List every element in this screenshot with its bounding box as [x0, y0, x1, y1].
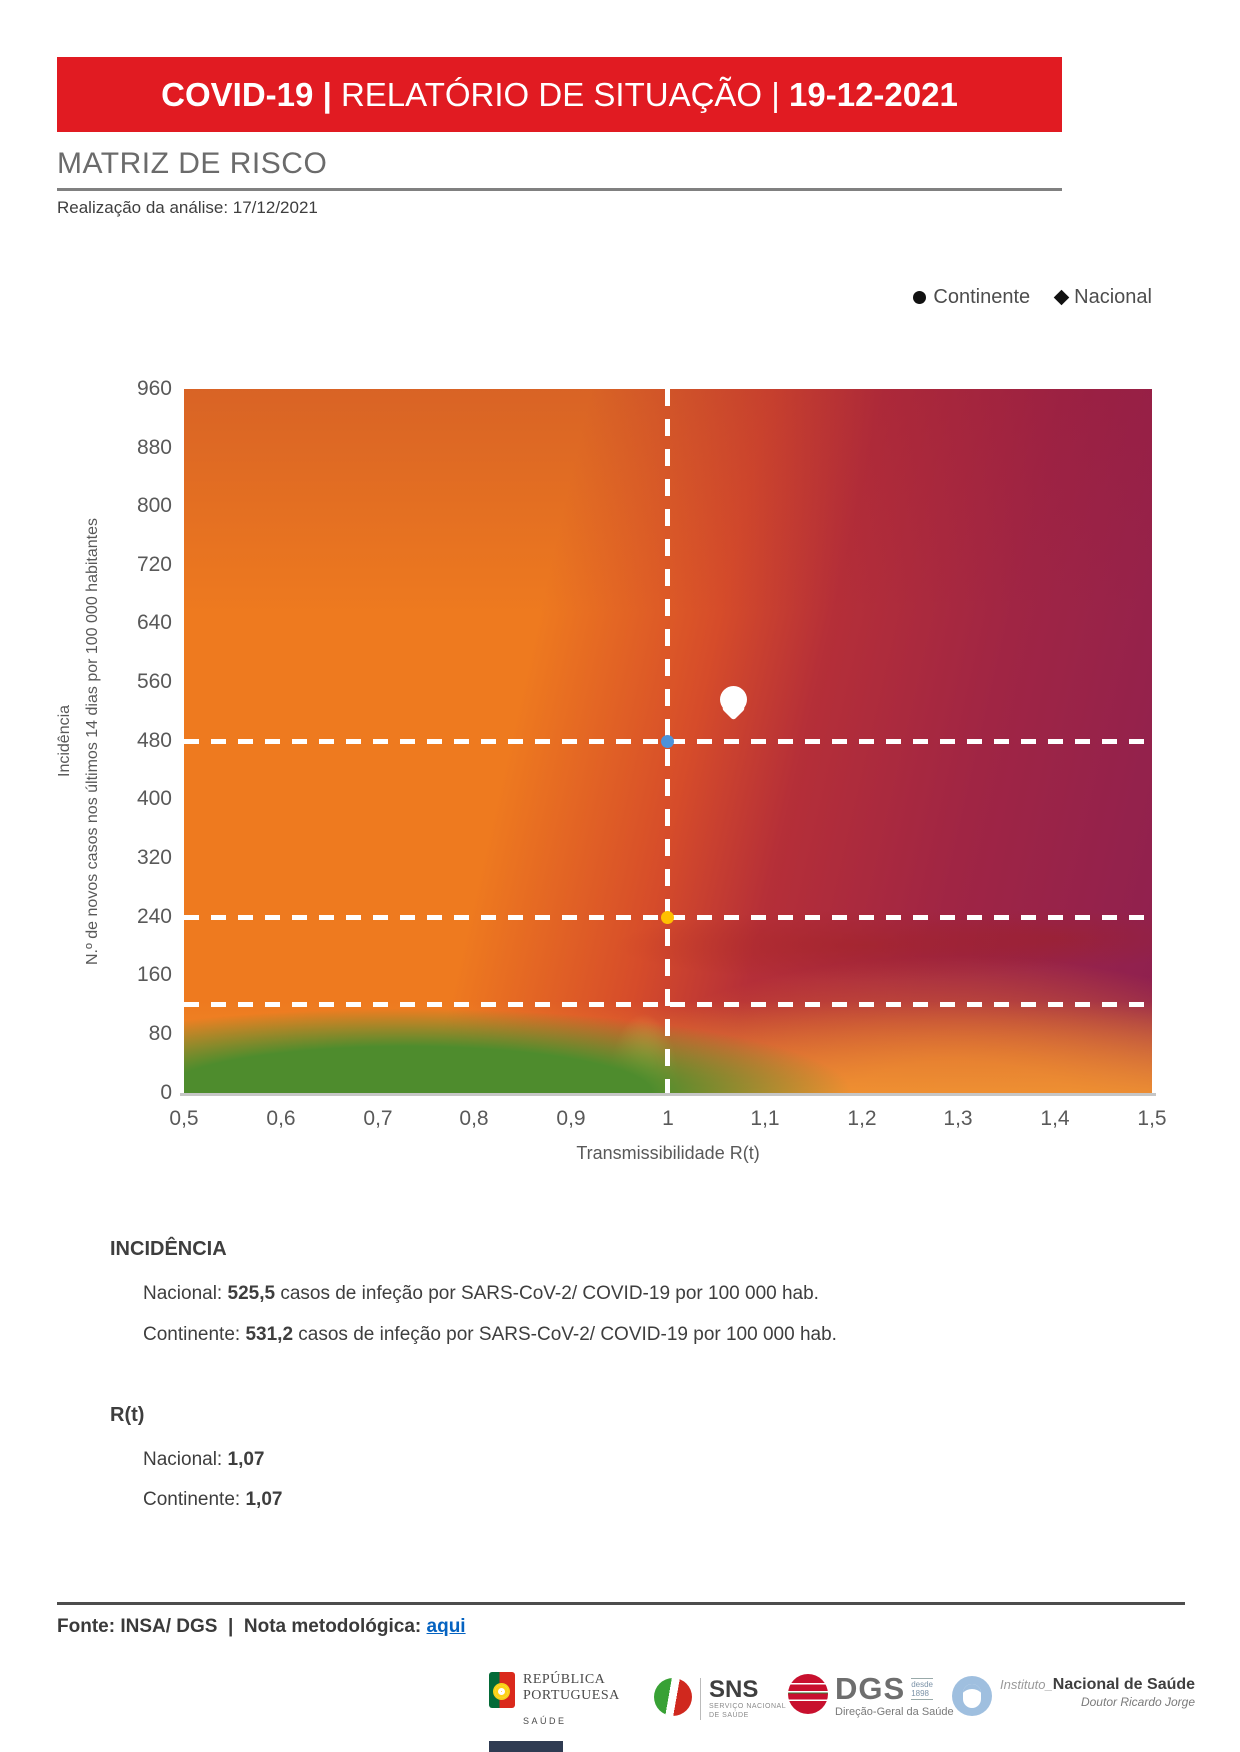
header-title-date: 19-12-2021	[789, 75, 958, 113]
risk-matrix-plot	[184, 389, 1152, 1093]
header-title-report: RELATÓRIO DE SITUAÇÃO	[340, 75, 763, 113]
header-separator-1: |	[322, 75, 332, 113]
y-tick: 0	[160, 1081, 172, 1104]
y-axis-title-primary: Incidência	[56, 704, 73, 778]
x-axis-line	[180, 1093, 1156, 1096]
dgs-since-word: desde	[911, 1680, 933, 1689]
legend-label-continente: Continente	[933, 286, 1031, 308]
sns-text: SNS SERVIÇO NACIONAL DE SAÚDE	[700, 1678, 786, 1720]
portugal-flag-icon	[489, 1672, 515, 1708]
y-tick: 720	[136, 553, 172, 576]
incidencia-continente-line: Continente: 531,2 casos de infeção por S…	[143, 1324, 837, 1346]
y-tick: 560	[136, 670, 172, 693]
y-tick: 400	[136, 787, 172, 810]
dgs-since: desde 1898	[911, 1678, 933, 1700]
republica-line2: PORTUGUESA	[523, 1688, 620, 1703]
x-tick: 0,5	[169, 1107, 199, 1130]
x-tick: 1,1	[750, 1107, 780, 1130]
dgs-sphere-icon	[788, 1674, 828, 1714]
x-tick: 1,3	[943, 1107, 973, 1130]
legend-item-continente: Continente	[913, 286, 1030, 309]
x-tick: 0,8	[459, 1107, 489, 1130]
x-tick: 0,9	[556, 1107, 586, 1130]
legend-label-nacional: Nacional	[1074, 286, 1152, 308]
dgs-abbr: DGS	[835, 1671, 906, 1706]
y-tick: 640	[136, 611, 172, 634]
republica-text: REPÚBLICA PORTUGUESA SAÚDE	[523, 1672, 620, 1729]
sns-sphere-icon	[654, 1678, 692, 1716]
footer-separator: |	[228, 1616, 234, 1637]
continente-data-marker	[720, 686, 747, 713]
x-tick: 1,2	[847, 1107, 877, 1130]
reference-dot-amber	[661, 911, 674, 924]
header-banner: COVID-19 | RELATÓRIO DE SITUAÇÃO | 19-12…	[57, 57, 1062, 132]
page-title: MATRIZ DE RISCO	[57, 147, 328, 180]
y-tick: 960	[136, 377, 172, 400]
y-tick: 160	[136, 963, 172, 986]
x-tick: 0,6	[266, 1107, 296, 1130]
sns-sub2: DE SAÚDE	[709, 1712, 749, 1719]
analysis-date-note: Realização da análise: 17/12/2021	[57, 198, 318, 217]
insa-subtitle: Doutor Ricardo Jorge	[1080, 1695, 1196, 1709]
x-tick: 1	[662, 1107, 674, 1130]
x-tick: 1,5	[1137, 1107, 1167, 1130]
footer-fonte: Fonte: INSA/ DGS	[57, 1616, 218, 1637]
sns-abbr: SNS	[709, 1676, 759, 1703]
insa-name: Nacional de Saúde	[1052, 1676, 1196, 1693]
logo-insa: Instituto_Nacional de Saúde Doutor Ricar…	[952, 1676, 1195, 1716]
title-underline	[57, 188, 1062, 191]
sns-sub1: SERVIÇO NACIONAL	[709, 1703, 787, 1710]
y-tick: 240	[136, 905, 172, 928]
y-tick: 80	[148, 1022, 172, 1045]
insa-text: Instituto_Nacional de Saúde Doutor Ricar…	[1000, 1676, 1195, 1709]
incidencia-continente-value: 531,2	[245, 1324, 294, 1345]
reference-dot-blue	[661, 735, 674, 748]
rt-continente-line: Continente: 1,07	[143, 1489, 282, 1511]
incidencia-continente-rest: casos de infeção por SARS-CoV-2/ COVID-1…	[298, 1324, 837, 1345]
dgs-since-year: 1898	[911, 1689, 929, 1698]
incidencia-nacional-rest: casos de infeção por SARS-CoV-2/ COVID-1…	[280, 1283, 819, 1304]
legend-item-nacional: Nacional	[1053, 286, 1152, 309]
rt-continente-label: Continente:	[143, 1489, 241, 1510]
republica-line1: REPÚBLICA	[523, 1672, 606, 1687]
logo-republica-portuguesa: REPÚBLICA PORTUGUESA SAÚDE	[489, 1672, 620, 1729]
footer-source-line: Fonte: INSA/ DGS | Nota metodológica: aq…	[57, 1616, 466, 1638]
incidencia-nacional-value: 525,5	[227, 1283, 276, 1304]
rt-nacional-line: Nacional: 1,07	[143, 1449, 264, 1471]
logo-sns: SNS SERVIÇO NACIONAL DE SAÚDE	[654, 1678, 786, 1720]
y-tick: 320	[136, 846, 172, 869]
rt-nacional-label: Nacional:	[143, 1449, 223, 1470]
y-tick: 800	[136, 494, 172, 517]
logo-dgs: DGS desde 1898 Direção-Geral da Saúde	[788, 1671, 954, 1718]
methodology-link[interactable]: aqui	[426, 1616, 466, 1637]
header-separator-2: |	[771, 75, 780, 113]
y-tick: 480	[136, 729, 172, 752]
insa-drop-icon	[952, 1676, 992, 1716]
bottom-navy-bar	[489, 1741, 563, 1752]
circle-marker-icon	[913, 291, 927, 304]
footer-nota: Nota metodológica:	[243, 1616, 422, 1637]
republica-saude: SAÚDE	[523, 1716, 567, 1726]
insa-prefix: Instituto_	[1000, 1677, 1053, 1692]
y-tick: 880	[136, 436, 172, 459]
dgs-subtitle: Direção-Geral da Saúde	[835, 1706, 954, 1718]
header-title-covid: COVID-19	[161, 75, 314, 113]
diamond-marker-icon	[1053, 289, 1070, 306]
rt-heading: R(t)	[110, 1404, 145, 1426]
incidencia-continente-label: Continente:	[143, 1324, 241, 1345]
x-axis-title: Transmissibilidade R(t)	[576, 1143, 760, 1163]
incidencia-nacional-label: Nacional:	[143, 1283, 223, 1304]
rt-nacional-value: 1,07	[227, 1449, 265, 1470]
footer-rule	[57, 1602, 1185, 1605]
dgs-text: DGS desde 1898 Direção-Geral da Saúde	[835, 1671, 954, 1718]
incidencia-nacional-line: Nacional: 525,5 casos de infeção por SAR…	[143, 1283, 819, 1305]
chart-legend: Continente Nacional	[0, 286, 1152, 309]
x-tick: 0,7	[363, 1107, 393, 1130]
x-tick: 1,4	[1040, 1107, 1070, 1130]
incidencia-heading: INCIDÊNCIA	[110, 1238, 227, 1260]
rt-continente-value: 1,07	[245, 1489, 283, 1510]
